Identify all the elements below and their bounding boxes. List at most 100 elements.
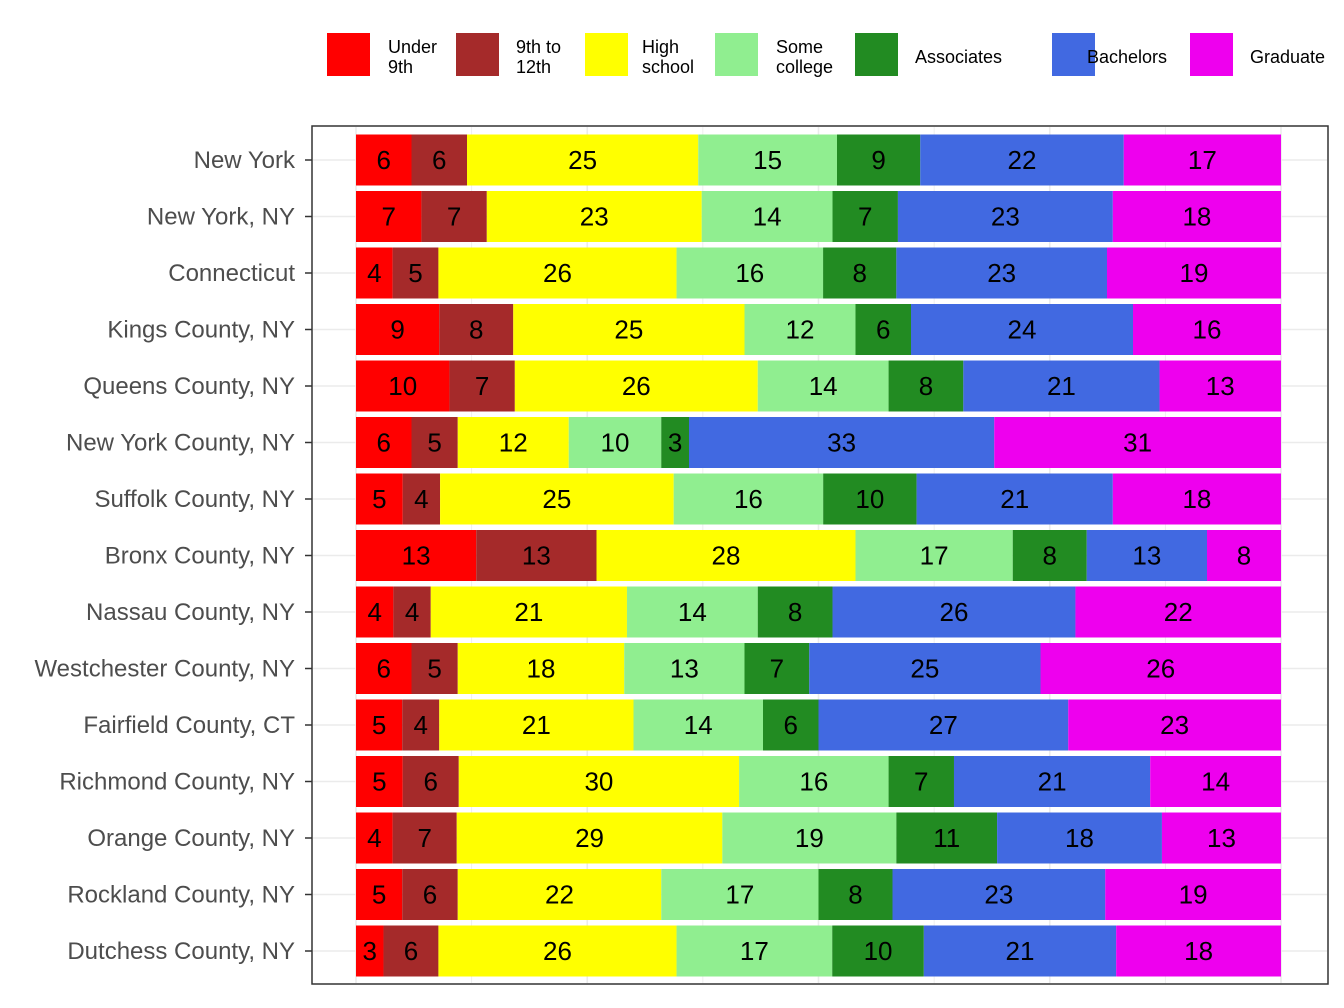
- data-label: 14: [678, 597, 707, 627]
- data-label: 16: [799, 767, 828, 797]
- data-label: 10: [864, 936, 893, 966]
- bar-segment-9th-to-12th: [402, 756, 459, 807]
- bar-segment-some-college: [855, 530, 1013, 581]
- bar-segment-9th-to-12th: [392, 247, 439, 299]
- bar-segment-associates: [888, 756, 954, 807]
- bar-segment-bachelors: [897, 191, 1113, 242]
- bar-segment-under-9th: [356, 304, 440, 355]
- data-label: 22: [1008, 145, 1037, 175]
- bar-segment-bachelors: [920, 134, 1124, 186]
- bar-segment-some-college: [633, 699, 763, 751]
- data-label: 14: [753, 202, 782, 232]
- data-label: 4: [405, 597, 419, 627]
- data-label: 5: [408, 258, 422, 288]
- data-label: 31: [1123, 428, 1152, 458]
- bar-segment-graduate: [1116, 925, 1281, 977]
- bar-segment-some-college: [624, 643, 745, 694]
- bar-segment-some-college: [661, 869, 819, 920]
- data-label: 21: [1047, 371, 1076, 401]
- data-label: 6: [876, 315, 890, 345]
- data-label: 8: [788, 597, 802, 627]
- y-tick-label: New York: [194, 147, 296, 174]
- bar-segment-bachelors: [1086, 530, 1207, 581]
- data-label: 23: [987, 258, 1016, 288]
- data-label: 21: [522, 710, 551, 740]
- data-label: 6: [377, 654, 391, 684]
- data-label: 13: [1206, 371, 1235, 401]
- bar-segment-high-school: [456, 812, 723, 864]
- legend-key: [1190, 33, 1233, 76]
- y-tick-label: Westchester County, NY: [34, 656, 295, 683]
- bar-row-new-york-ny: 7 7 23 14 7 23 18: [356, 191, 1281, 242]
- bar-segment-graduate: [1106, 247, 1281, 299]
- data-label: 26: [543, 936, 572, 966]
- data-label: 19: [1179, 880, 1208, 910]
- bar-row-suffolk-county-ny: 5 4 25 16 10 21 18: [356, 473, 1281, 525]
- data-label: 5: [372, 767, 386, 797]
- data-label: 18: [1184, 936, 1213, 966]
- data-label: 29: [575, 823, 604, 853]
- bar-segment-associates: [823, 247, 897, 299]
- bar-segment-associates: [837, 134, 921, 186]
- bar-segment-bachelors: [892, 869, 1106, 920]
- bar-segment-graduate: [1123, 134, 1281, 186]
- bar-segment-high-school: [440, 473, 674, 525]
- bar-row-queens-county-ny: 10 7 26 14 8 21 13: [356, 360, 1281, 412]
- data-label: 16: [735, 258, 764, 288]
- bar-segment-under-9th: [356, 925, 384, 977]
- bar-segment-graduate: [1068, 699, 1281, 751]
- bar-row-dutchess-county-ny: 3 6 26 17 10 21 18: [356, 925, 1281, 977]
- bar-segment-9th-to-12th: [476, 530, 597, 581]
- bar-segment-9th-to-12th: [449, 360, 515, 412]
- bar-segment-some-college: [701, 191, 833, 242]
- bar-segment-some-college: [739, 756, 889, 807]
- bar-segment-high-school: [467, 134, 699, 186]
- bar-segment-some-college: [673, 473, 824, 525]
- y-tick-label: Fairfield County, CT: [83, 712, 295, 739]
- data-label: 23: [580, 202, 609, 232]
- data-label: 26: [543, 258, 572, 288]
- bar-segment-graduate: [1207, 530, 1281, 581]
- bar-segment-under-9th: [356, 643, 412, 694]
- bar-segment-associates: [1012, 530, 1087, 581]
- bar-segment-under-9th: [356, 586, 394, 638]
- legend-item-some-college: Some college: [715, 33, 833, 77]
- legend: Under 9th 9th to 12th High school Some college A…: [327, 33, 1325, 77]
- data-label: 9: [871, 145, 885, 175]
- data-label: 5: [427, 428, 441, 458]
- bar-segment-some-college: [676, 925, 833, 977]
- legend-item-high-school: High school: [585, 33, 694, 77]
- data-label: 10: [388, 371, 417, 401]
- bar-segment-graduate: [1105, 869, 1281, 920]
- data-label: 4: [367, 823, 381, 853]
- bar-segment-under-9th: [356, 191, 422, 242]
- bar-segment-bachelors: [923, 925, 1117, 977]
- data-label: 26: [1146, 654, 1175, 684]
- data-label: 6: [377, 145, 391, 175]
- legend-key: [456, 33, 499, 76]
- data-label: 21: [1038, 767, 1067, 797]
- bar-segment-associates: [832, 191, 898, 242]
- y-tick-label: Queens County, NY: [83, 373, 295, 400]
- bar-segment-under-9th: [356, 699, 403, 751]
- bar-segment-under-9th: [356, 360, 450, 412]
- legend-label: 9th to 12th: [516, 37, 561, 77]
- bar-segment-associates: [855, 304, 911, 355]
- bar-segment-bachelors: [963, 360, 1160, 412]
- bar-segment-bachelors: [809, 643, 1041, 694]
- bar-segment-9th-to-12th: [402, 699, 440, 751]
- data-label: 25: [910, 654, 939, 684]
- legend-label: Under 9th: [388, 37, 437, 77]
- data-label: 12: [499, 428, 528, 458]
- y-tick-label: Bronx County, NY: [105, 543, 295, 570]
- data-label: 19: [1180, 258, 1209, 288]
- data-label: 13: [1207, 823, 1236, 853]
- data-label: 13: [670, 654, 699, 684]
- y-tick-label: New York, NY: [147, 204, 295, 231]
- bar-row-nassau-county-ny: 4 4 21 14 8 26 22: [356, 586, 1281, 638]
- bar-segment-high-school: [596, 530, 856, 581]
- bar-segment-high-school: [514, 360, 758, 412]
- y-tick-label: New York County, NY: [66, 430, 295, 457]
